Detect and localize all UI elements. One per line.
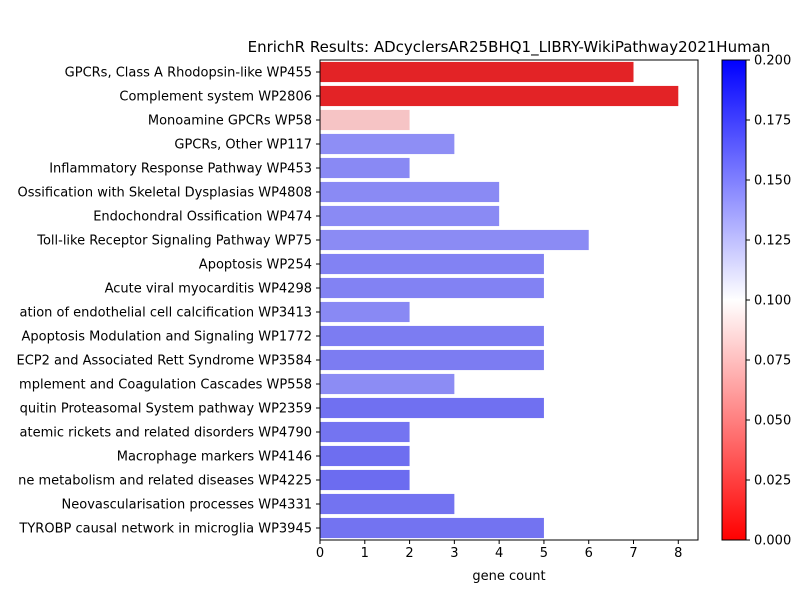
x-tick-label: 6	[585, 546, 593, 561]
category-label: Endochondral Ossification WP474	[93, 210, 312, 225]
colorbar-tick-label: 0.125	[754, 234, 791, 249]
category-label: Inflammatory Response Pathway WP453	[49, 162, 312, 177]
bar	[320, 301, 410, 323]
category-label: ation of endothelial cell calcification …	[20, 306, 312, 321]
category-label: Monoamine GPCRs WP58	[148, 114, 312, 129]
bar	[320, 373, 455, 395]
bar	[320, 85, 679, 107]
bar	[320, 445, 410, 467]
category-label: Apoptosis Modulation and Signaling WP177…	[21, 330, 312, 345]
colorbar-tick-label: 0.200	[754, 54, 791, 69]
category-labels: GPCRs, Class A Rhodopsin-like WP455 Compl…	[16, 66, 320, 537]
bar	[320, 517, 544, 539]
bars-layer	[320, 61, 679, 539]
colorbar-tick-label: 0.025	[754, 474, 791, 489]
x-tick-label: 5	[540, 546, 548, 561]
category-label: mplement and Coagulation Cascades WP558	[19, 378, 312, 393]
bar	[320, 469, 410, 491]
x-axis-ticks: 0 1 2 3 4 5 6 7 8	[316, 540, 682, 561]
colorbar-tick-label: 0.050	[754, 414, 791, 429]
category-label: Toll-like Receptor Signaling Pathway WP7…	[36, 234, 312, 249]
category-label: Ossification with Skeletal Dysplasias WP…	[17, 186, 312, 201]
bar	[320, 277, 544, 299]
category-label: Apoptosis WP254	[199, 258, 312, 273]
category-label: GPCRs, Class A Rhodopsin-like WP455	[65, 66, 312, 81]
x-tick-label: 3	[450, 546, 458, 561]
bar	[320, 157, 410, 179]
category-label: quitin Proteasomal System pathway WP2359	[20, 402, 312, 417]
colorbar	[721, 59, 747, 541]
category-label: Complement system WP2806	[119, 90, 312, 105]
x-tick-label: 2	[405, 546, 413, 561]
bar	[320, 229, 589, 251]
category-label: Neovascularisation processes WP4331	[62, 498, 312, 513]
bar	[320, 205, 500, 227]
x-tick-label: 8	[674, 546, 682, 561]
x-axis-label: gene count	[472, 569, 545, 584]
bar	[320, 325, 544, 347]
category-label: TYROBP causal network in microglia WP394…	[18, 522, 312, 537]
colorbar-tick-label: 0.075	[754, 354, 791, 369]
category-label: Acute viral myocarditis WP4298	[105, 282, 312, 297]
chart-title: EnrichR Results: ADcyclersAR25BHQ1_LIBRY…	[248, 38, 771, 57]
bar	[320, 61, 634, 83]
colorbar-tick-label: 0.175	[754, 114, 791, 129]
category-label: ECP2 and Associated Rett Syndrome WP3584	[16, 354, 312, 369]
bar	[320, 421, 410, 443]
category-label: ne metabolism and related diseases WP422…	[18, 474, 312, 489]
x-tick-label: 4	[495, 546, 503, 561]
bar	[320, 397, 544, 419]
bar	[320, 109, 410, 131]
bar	[320, 133, 455, 155]
category-label: atemic rickets and related disorders WP4…	[20, 426, 312, 441]
x-tick-label: 0	[316, 546, 324, 561]
bar	[320, 349, 544, 371]
bar	[320, 181, 500, 203]
plot-frame	[319, 59, 699, 541]
colorbar-ticks: 0.000 0.025 0.050 0.075 0.100 0.125 0.150 0.175…	[746, 54, 791, 549]
category-label: Macrophage markers WP4146	[117, 450, 312, 465]
bar	[320, 253, 544, 275]
x-tick-label: 7	[629, 546, 637, 561]
x-tick-label: 1	[361, 546, 369, 561]
colorbar-tick-label: 0.150	[754, 174, 791, 189]
category-label: GPCRs, Other WP117	[174, 138, 312, 153]
bar	[320, 493, 455, 515]
colorbar-tick-label: 0.000	[754, 534, 791, 549]
colorbar-tick-label: 0.100	[754, 294, 791, 309]
